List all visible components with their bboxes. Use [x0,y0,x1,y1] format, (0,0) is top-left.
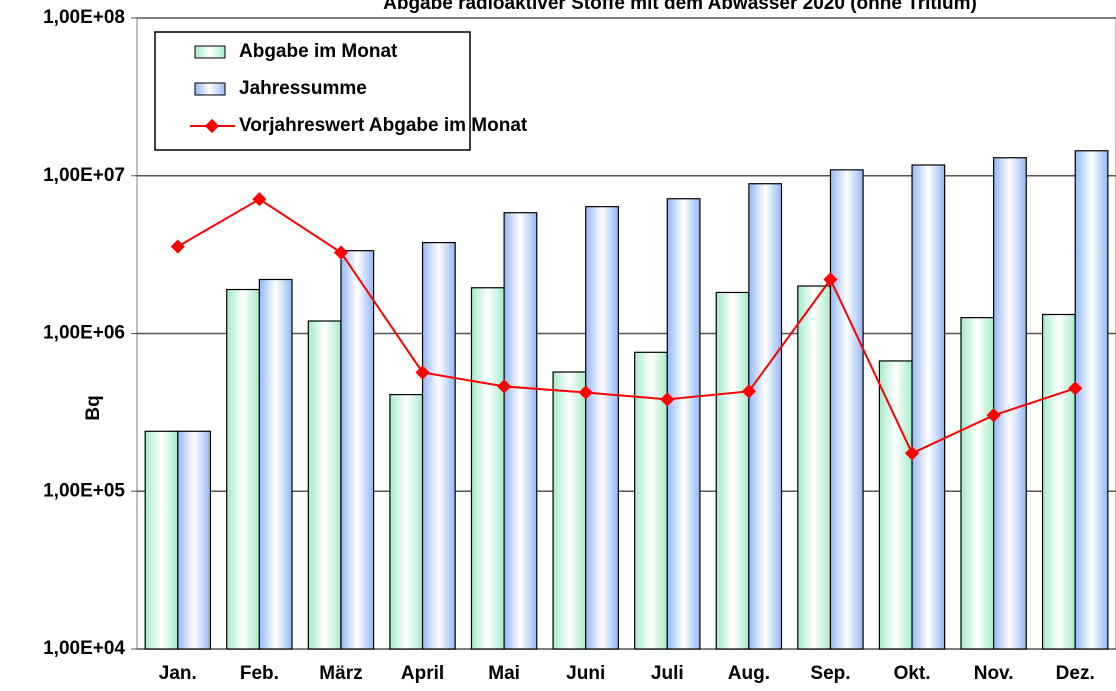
legend-label: Jahressumme [239,78,367,99]
x-tick-label: Okt. [894,663,931,684]
bar [1041,313,1076,650]
x-tick-label: Jan. [159,663,197,684]
bar [993,157,1027,650]
bar [470,287,505,650]
legend-swatch [194,82,226,96]
y-tick-label: 1,00E+04 [43,638,125,659]
bar [715,291,750,650]
marker [1068,381,1083,396]
chart-title: Abgabe radioaktiver Stoffe mit dem Abwas… [383,0,977,14]
bar [258,278,293,650]
x-tick-label: März [319,663,362,684]
x-tick-label: Sep. [810,663,850,684]
x-tick-label: Nov. [974,663,1014,684]
bar [878,360,913,650]
marker [660,392,675,407]
bar [177,430,212,650]
y-axis-label: Bq [83,395,104,420]
bar [748,183,783,650]
marker [415,365,430,380]
marker [170,239,185,254]
bar [340,250,375,650]
marker [741,384,756,399]
marker [823,272,838,287]
marker [986,408,1001,423]
y-tick-label: 1,00E+08 [43,7,125,28]
legend-label: Vorjahreswert Abgabe im Monat [239,115,528,136]
legend-label: Abgabe im Monat [239,41,398,62]
marker [333,245,349,260]
y-tick-label: 1,00E+06 [43,323,125,344]
y-tick-label: 1,00E+07 [43,165,125,186]
x-tick-label: Feb. [240,663,279,684]
x-tick-label: Juli [651,663,684,684]
bar [226,288,260,650]
x-tick-label: Juni [566,663,605,684]
bar [503,212,538,650]
line [177,198,1076,455]
bar [960,317,995,650]
marker [252,192,267,207]
bar [307,320,342,650]
bar [1074,150,1109,650]
bar [911,164,946,650]
legend-swatch [194,45,226,59]
marker [904,446,920,461]
bar [144,430,179,650]
x-tick-label: April [401,663,444,684]
x-tick-label: Aug. [728,663,770,684]
bar [797,285,832,650]
bar [389,393,424,650]
bar [585,206,619,650]
x-tick-label: Dez. [1056,663,1095,684]
bar [829,169,864,650]
marker [497,379,512,394]
bar [666,198,701,650]
marker [578,385,593,400]
y-tick-label: 1,00E+05 [43,480,125,501]
bar [552,371,587,650]
x-tick-label: Mai [488,663,520,684]
bar [421,241,456,650]
